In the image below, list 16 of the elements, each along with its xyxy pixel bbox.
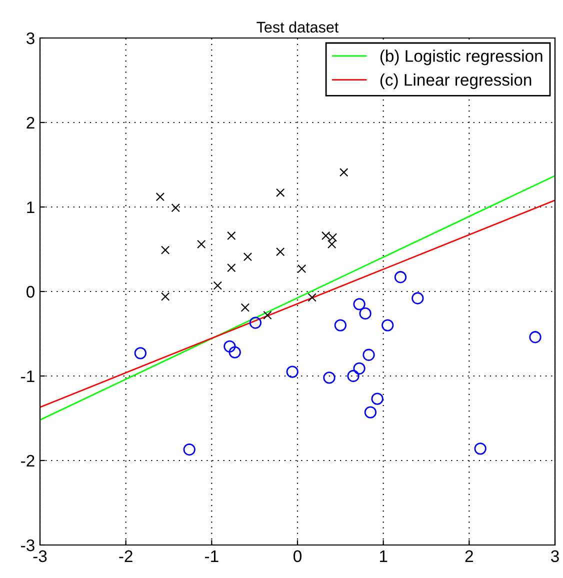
- chart-title: Test dataset: [256, 21, 339, 33]
- y-tick-label: 2: [26, 116, 34, 129]
- x-tick-label: 2: [465, 550, 473, 562]
- y-tick-label: -2: [21, 454, 34, 467]
- y-tick-label: -1: [21, 370, 34, 382]
- x-tick-label: -1: [204, 550, 218, 562]
- y-tick-label: -3: [21, 539, 34, 552]
- legend-label: (c) Linear regression: [380, 74, 532, 90]
- x-tick-label: 3: [551, 550, 559, 562]
- y-tick-label: 0: [26, 286, 34, 298]
- x-tick-label: 1: [380, 550, 388, 562]
- x-tick-label: -2: [119, 550, 132, 562]
- y-tick-label: 1: [27, 202, 34, 214]
- legend-label: (b) Logistic regression: [380, 50, 542, 66]
- x-tick-label: 0: [294, 550, 302, 562]
- y-tick-label: 3: [26, 32, 34, 44]
